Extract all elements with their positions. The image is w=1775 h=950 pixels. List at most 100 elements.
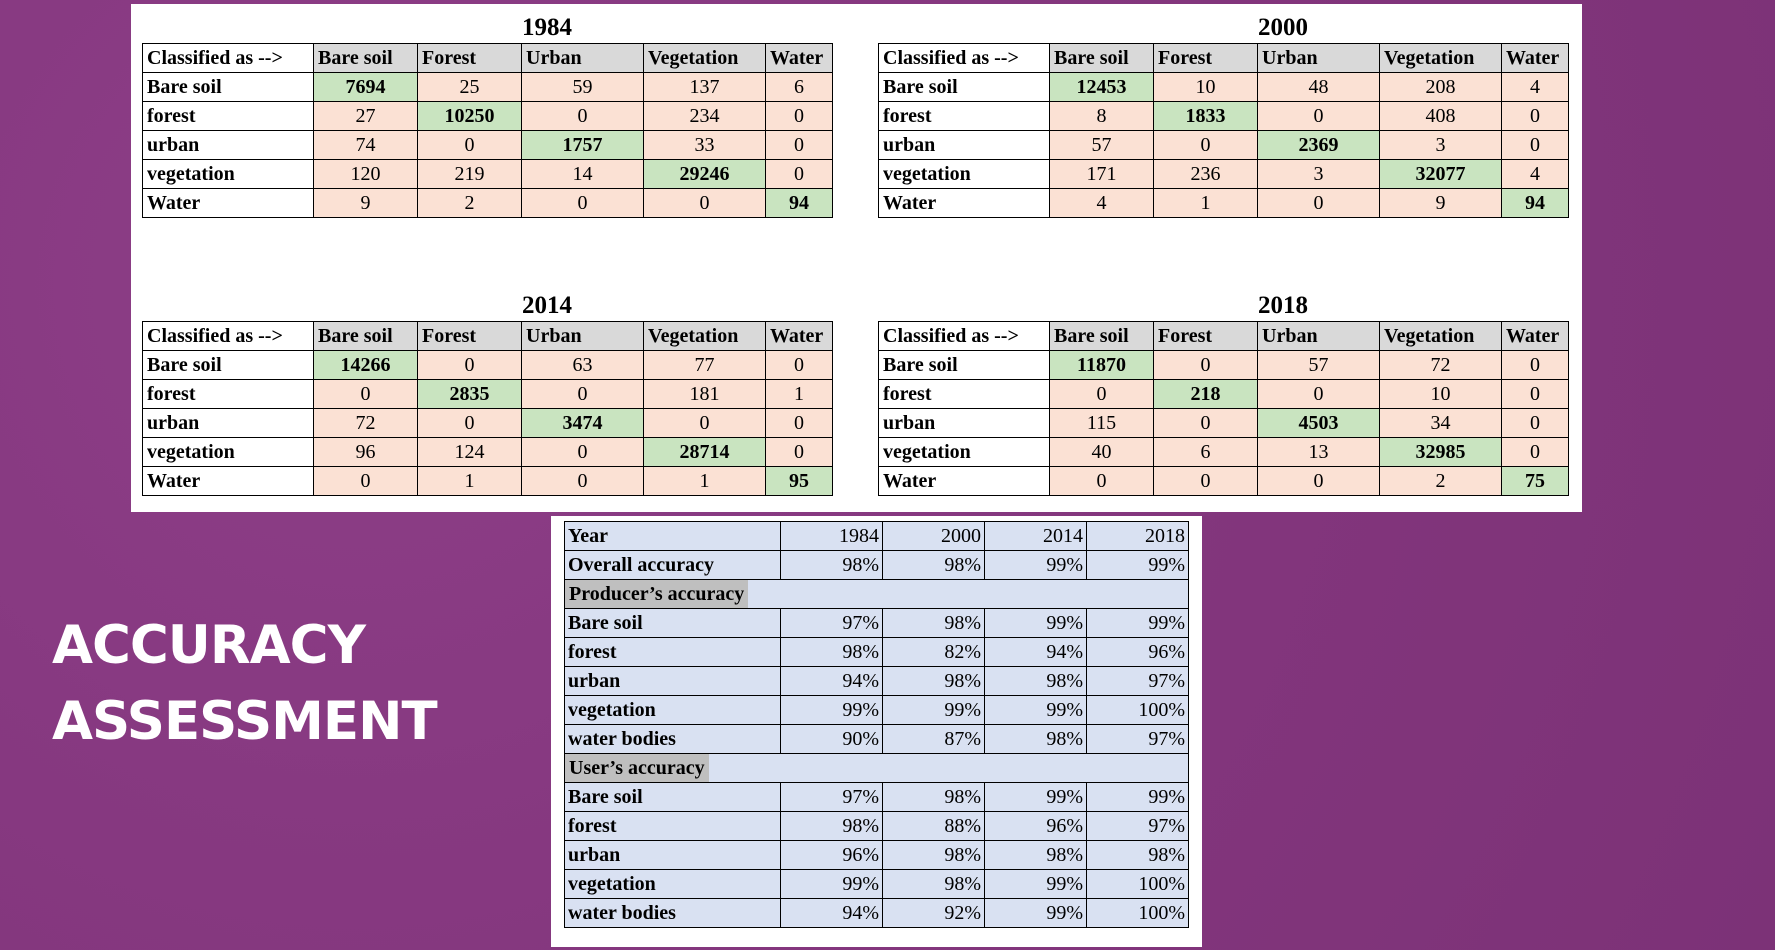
slide-title: ACCURACY ASSESSMENT (52, 608, 438, 760)
matrix-count-cell: 0 (417, 350, 522, 380)
matrix-correct-count-cell: 94 (765, 188, 833, 218)
accuracy-row-label: vegetation (564, 695, 781, 725)
matrix-count-cell: 4 (1501, 72, 1569, 102)
accuracy-value-cell: 92% (882, 898, 985, 928)
matrix-count-cell: 0 (521, 437, 644, 467)
accuracy-value-cell: 94% (780, 898, 883, 928)
accuracy-value-cell: 90% (780, 724, 883, 754)
producers-accuracy-row: vegetation 99% 99% 99% 100% (564, 695, 1189, 725)
matrix-count-cell: 74 (313, 130, 418, 160)
matrix-count-cell: 219 (417, 159, 522, 189)
accuracy-row-label: water bodies (564, 898, 781, 928)
matrix-count-cell: 0 (765, 437, 833, 467)
users-accuracy-row: urban 96% 98% 98% 98% (564, 840, 1189, 870)
accuracy-value-cell: 88% (882, 811, 985, 841)
section-label: User’s accuracy (565, 754, 709, 782)
accuracy-value-cell: 2000 (882, 521, 985, 551)
accuracy-value-cell: 98% (984, 666, 1087, 696)
matrix-count-cell: 120 (313, 159, 418, 189)
matrix-corner-label: Classified as --> (878, 43, 1050, 73)
accuracy-value-cell: 97% (1086, 724, 1189, 754)
matrix-count-cell: 0 (313, 379, 418, 409)
accuracy-value-cell: 98% (882, 550, 985, 580)
matrix-correct-count-cell: 32077 (1379, 159, 1502, 189)
matrix-row-label: urban (878, 130, 1050, 160)
matrix-title: 2018 (1258, 292, 1308, 319)
accuracy-value-cell: 96% (984, 811, 1087, 841)
accuracy-value-cell: 97% (780, 608, 883, 638)
accuracy-header-row: Year 1984 2000 2014 2018 (564, 521, 1189, 551)
matrix-corner-label: Classified as --> (878, 321, 1050, 351)
matrix-count-cell: 0 (1501, 350, 1569, 380)
matrix-count-cell: 33 (643, 130, 766, 160)
matrix-count-cell: 48 (1257, 72, 1380, 102)
matrix-count-cell: 34 (1379, 408, 1502, 438)
matrix-column-header: Water (765, 43, 833, 73)
matrix-count-cell: 0 (1153, 408, 1258, 438)
accuracy-value-cell: 99% (984, 550, 1087, 580)
accuracy-value-cell: 99% (1086, 782, 1189, 812)
matrix-row-label: urban (142, 408, 314, 438)
accuracy-value-cell: 94% (984, 637, 1087, 667)
matrix-header-row: Classified as --> Bare soil Forest Urban Veg… (878, 43, 1569, 73)
matrix-row-label: forest (142, 101, 314, 131)
confusion-matrix-2014: 2014 Classified as --> Bare soil Forest Urba… (142, 291, 833, 496)
matrix-correct-count-cell: 7694 (313, 72, 418, 102)
matrix-count-cell: 0 (1257, 379, 1380, 409)
matrix-title: 2014 (522, 292, 572, 319)
matrix-row: forest 8 1833 0 408 0 (878, 101, 1569, 131)
matrix-count-cell: 1 (417, 466, 522, 496)
matrix-row: forest 0 218 0 10 0 (878, 379, 1569, 409)
accuracy-value-cell: 98% (882, 608, 985, 638)
matrix-correct-count-cell: 218 (1153, 379, 1258, 409)
matrix-header-row: Classified as --> Bare soil Forest Urban Veg… (878, 321, 1569, 351)
users-accuracy-row: forest 98% 88% 96% 97% (564, 811, 1189, 841)
matrix-title: 1984 (522, 14, 572, 41)
matrix-count-cell: 0 (417, 408, 522, 438)
accuracy-row-label: water bodies (564, 724, 781, 754)
matrix-column-header: Bare soil (313, 321, 418, 351)
matrix-row-label: vegetation (878, 159, 1050, 189)
matrix-row-label: forest (142, 379, 314, 409)
matrix-row-label: Bare soil (878, 350, 1050, 380)
matrix-count-cell: 9 (1379, 188, 1502, 218)
matrix-count-cell: 208 (1379, 72, 1502, 102)
accuracy-value-cell: 2014 (984, 521, 1087, 551)
matrix-header-row: Classified as --> Bare soil Forest Urban Veg… (142, 321, 833, 351)
matrix-row: vegetation 120 219 14 29246 0 (142, 159, 833, 189)
accuracy-value-cell: 99% (984, 695, 1087, 725)
accuracy-value-cell: 82% (882, 637, 985, 667)
matrix-correct-count-cell: 3474 (521, 408, 644, 438)
accuracy-value-cell: 98% (780, 550, 883, 580)
producers-accuracy-row: urban 94% 98% 98% 97% (564, 666, 1189, 696)
accuracy-row-label: urban (564, 840, 781, 870)
matrix-column-header: Urban (1257, 321, 1380, 351)
matrix-row-label: vegetation (142, 159, 314, 189)
accuracy-value-cell: 96% (780, 840, 883, 870)
matrix-count-cell: 0 (1153, 350, 1258, 380)
matrix-row: Water 0 0 0 2 75 (878, 466, 1569, 496)
matrix-count-cell: 57 (1049, 130, 1154, 160)
confusion-matrix-table: Classified as --> Bare soil Forest Urban Veg… (878, 321, 1569, 496)
matrix-count-cell: 0 (521, 466, 644, 496)
matrix-row-label: forest (878, 379, 1050, 409)
matrix-row: Water 0 1 0 1 95 (142, 466, 833, 496)
matrix-count-cell: 13 (1257, 437, 1380, 467)
slide-title-line-1: ACCURACY (52, 615, 366, 676)
matrix-count-cell: 1 (765, 379, 833, 409)
confusion-matrix-1984: 1984 Classified as --> Bare soil Forest Urba… (142, 13, 833, 218)
matrix-count-cell: 10 (1153, 72, 1258, 102)
accuracy-value-cell: 97% (1086, 811, 1189, 841)
matrix-header-row: Classified as --> Bare soil Forest Urban Veg… (142, 43, 833, 73)
accuracy-value-cell: 99% (984, 869, 1087, 899)
accuracy-value-cell: 99% (984, 608, 1087, 638)
section-cell: Producer’s accuracy (564, 579, 1189, 609)
matrix-row: Bare soil 11870 0 57 72 0 (878, 350, 1569, 380)
matrix-row: forest 27 10250 0 234 0 (142, 101, 833, 131)
matrix-count-cell: 0 (417, 130, 522, 160)
matrix-correct-count-cell: 1757 (521, 130, 644, 160)
matrix-count-cell: 0 (1153, 130, 1258, 160)
matrix-row-label: Water (142, 466, 314, 496)
matrix-column-header: Bare soil (1049, 321, 1154, 351)
matrix-row-label: Bare soil (142, 72, 314, 102)
